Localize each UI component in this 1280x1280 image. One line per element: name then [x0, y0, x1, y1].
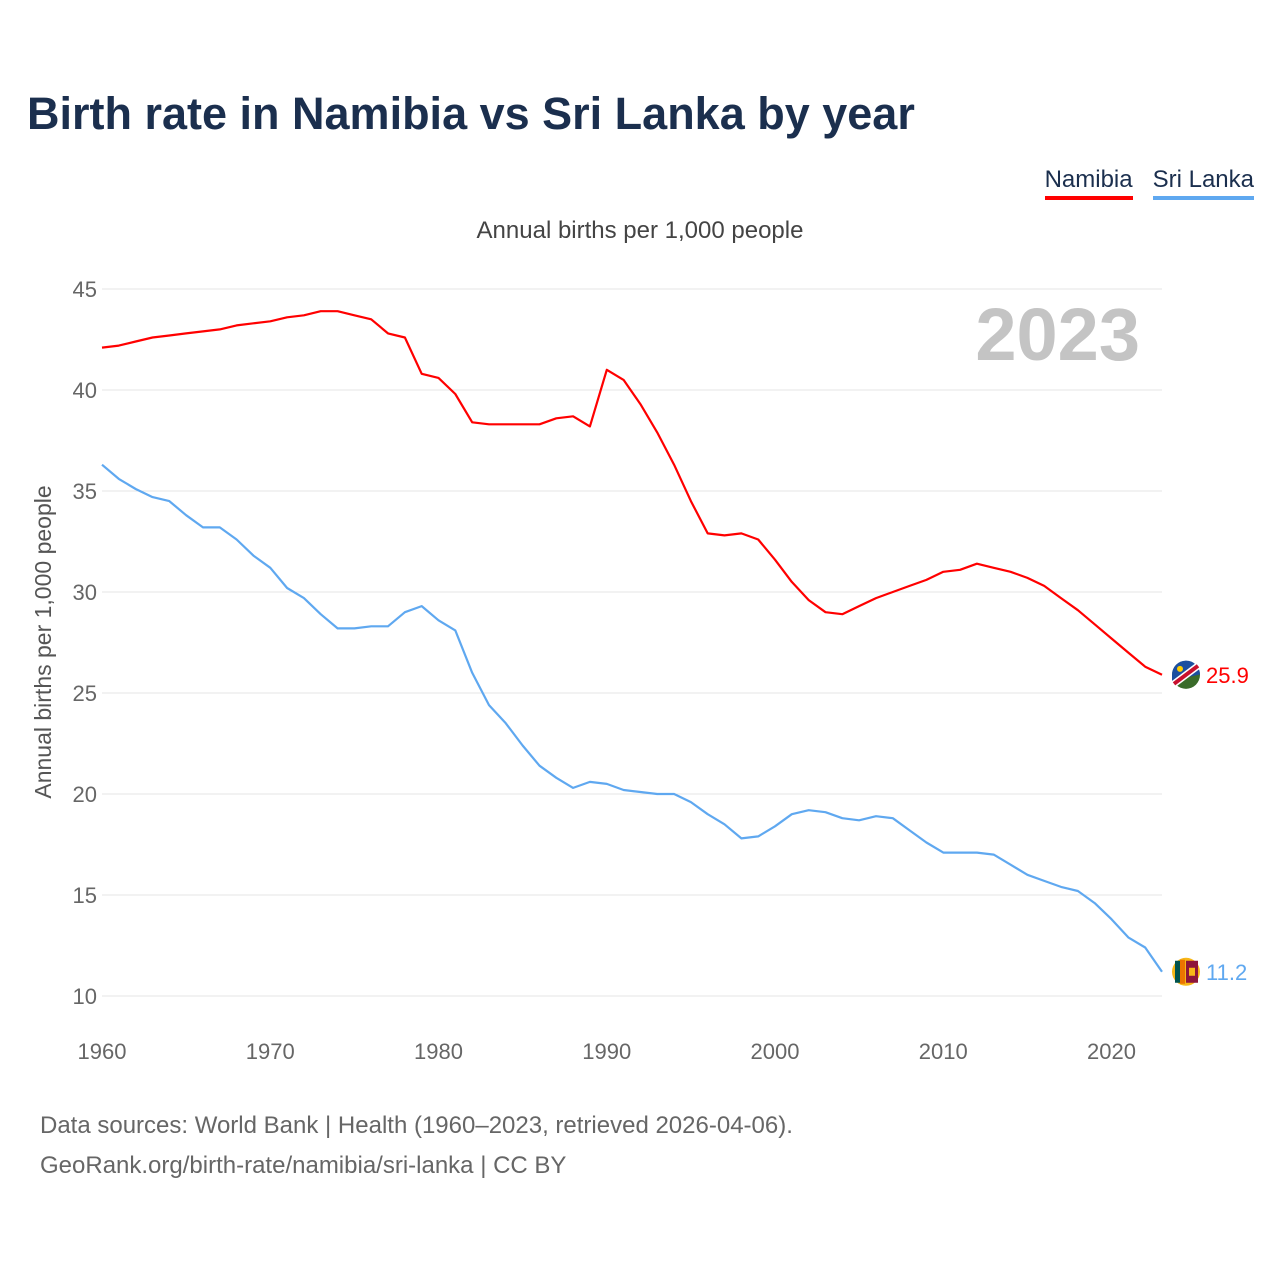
x-tick-label: 2010 — [919, 1039, 968, 1064]
x-tick-label: 2020 — [1087, 1039, 1136, 1064]
sri-lanka-flag-icon — [1172, 957, 1200, 986]
y-tick-label: 10 — [73, 984, 97, 1009]
flag-part — [1180, 959, 1185, 984]
y-tick-label: 35 — [73, 479, 97, 504]
legend-sri-lanka[interactable]: Sri Lanka — [1152, 166, 1254, 200]
end-value-label: 11.2 — [1206, 960, 1247, 985]
footer: Data sources: World Bank | Health (1960–… — [40, 1106, 793, 1186]
y-tick-label: 40 — [73, 378, 97, 403]
y-axis-label: Annual births per 1,000 people — [30, 485, 56, 798]
flag-part — [1177, 665, 1183, 672]
flag-part — [1175, 960, 1180, 983]
footer-link[interactable]: GeoRank.org/birth-rate/namibia/sri-lanka… — [40, 1152, 567, 1179]
y-tick-label: 20 — [73, 782, 97, 807]
x-tick-label: 1970 — [246, 1039, 295, 1064]
chart-subtitle: Annual births per 1,000 people — [476, 217, 804, 244]
chart-title: Birth rate in Namibia vs Sri Lanka by ye… — [27, 88, 915, 139]
end-value-label: 25.9 — [1206, 663, 1249, 688]
x-tick-label: 1960 — [78, 1039, 127, 1064]
x-tick-label: 1990 — [582, 1039, 631, 1064]
series-line-namibia — [101, 310, 1163, 676]
series-line-sri-lanka — [101, 463, 1163, 973]
footer-sources: Data sources: World Bank | Health (1960–… — [40, 1112, 793, 1139]
year-label: 2023 — [975, 293, 1140, 376]
legend-namibia[interactable]: Namibia — [1044, 166, 1133, 200]
y-tick-label: 45 — [73, 277, 97, 302]
x-tick-label: 1980 — [414, 1039, 463, 1064]
y-tick-label: 30 — [73, 580, 97, 605]
y-tick-label: 25 — [73, 681, 97, 706]
namibia-flag-icon — [1171, 660, 1201, 689]
flag-part — [1172, 664, 1200, 686]
x-tick-label: 2000 — [751, 1039, 800, 1064]
flag-part — [1189, 967, 1195, 976]
legend: Namibia Sri Lanka — [1044, 166, 1254, 200]
y-tick-label: 15 — [73, 883, 97, 908]
